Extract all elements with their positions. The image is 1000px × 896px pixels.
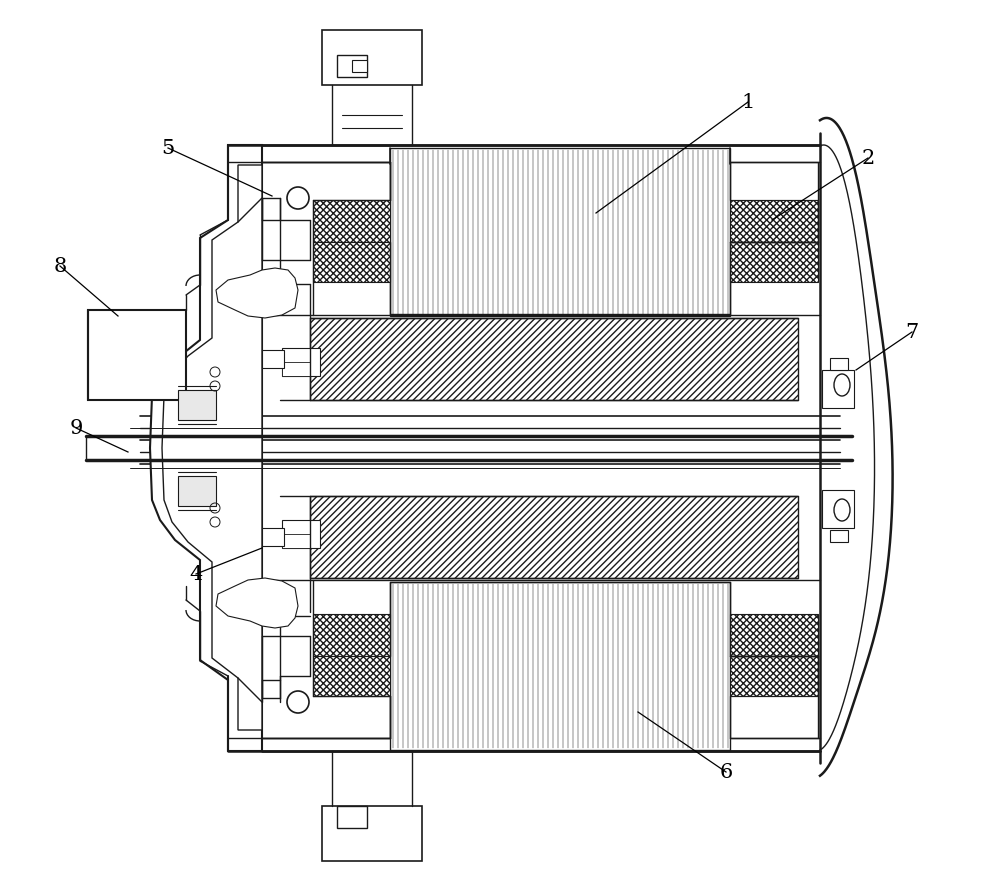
Bar xyxy=(830,530,848,542)
Bar xyxy=(88,310,186,400)
Ellipse shape xyxy=(834,499,850,521)
Bar xyxy=(730,200,818,242)
Bar xyxy=(730,614,818,656)
Polygon shape xyxy=(150,145,262,751)
Bar xyxy=(282,362,310,376)
Bar xyxy=(313,614,390,656)
Bar xyxy=(337,806,367,828)
Bar xyxy=(730,656,818,696)
Text: 8: 8 xyxy=(53,256,67,275)
Bar xyxy=(390,148,730,316)
Bar xyxy=(310,496,798,578)
Text: 6: 6 xyxy=(719,762,733,781)
Bar xyxy=(282,348,320,376)
Bar xyxy=(352,60,367,72)
Bar xyxy=(282,534,310,548)
Bar xyxy=(310,318,798,400)
Ellipse shape xyxy=(834,374,850,396)
Circle shape xyxy=(287,691,309,713)
Bar xyxy=(322,30,422,85)
Bar xyxy=(178,390,216,420)
Circle shape xyxy=(287,187,309,209)
Bar xyxy=(262,528,284,546)
Text: 4: 4 xyxy=(189,564,203,583)
Bar xyxy=(822,370,854,408)
Bar xyxy=(730,242,818,282)
Text: 9: 9 xyxy=(69,418,83,437)
Bar xyxy=(390,582,730,750)
Bar xyxy=(822,490,854,528)
Bar xyxy=(337,55,367,77)
Bar xyxy=(830,358,848,370)
Bar xyxy=(313,200,390,242)
Text: 2: 2 xyxy=(861,149,875,168)
Bar xyxy=(282,520,320,548)
Text: 7: 7 xyxy=(905,323,919,341)
Text: 5: 5 xyxy=(161,139,175,158)
Bar xyxy=(313,242,390,282)
Text: 1: 1 xyxy=(741,92,755,111)
Polygon shape xyxy=(216,578,298,628)
Bar xyxy=(313,656,390,696)
Polygon shape xyxy=(216,268,298,318)
Bar xyxy=(322,806,422,861)
Polygon shape xyxy=(162,165,262,730)
Bar xyxy=(178,476,216,506)
Bar xyxy=(262,350,284,368)
